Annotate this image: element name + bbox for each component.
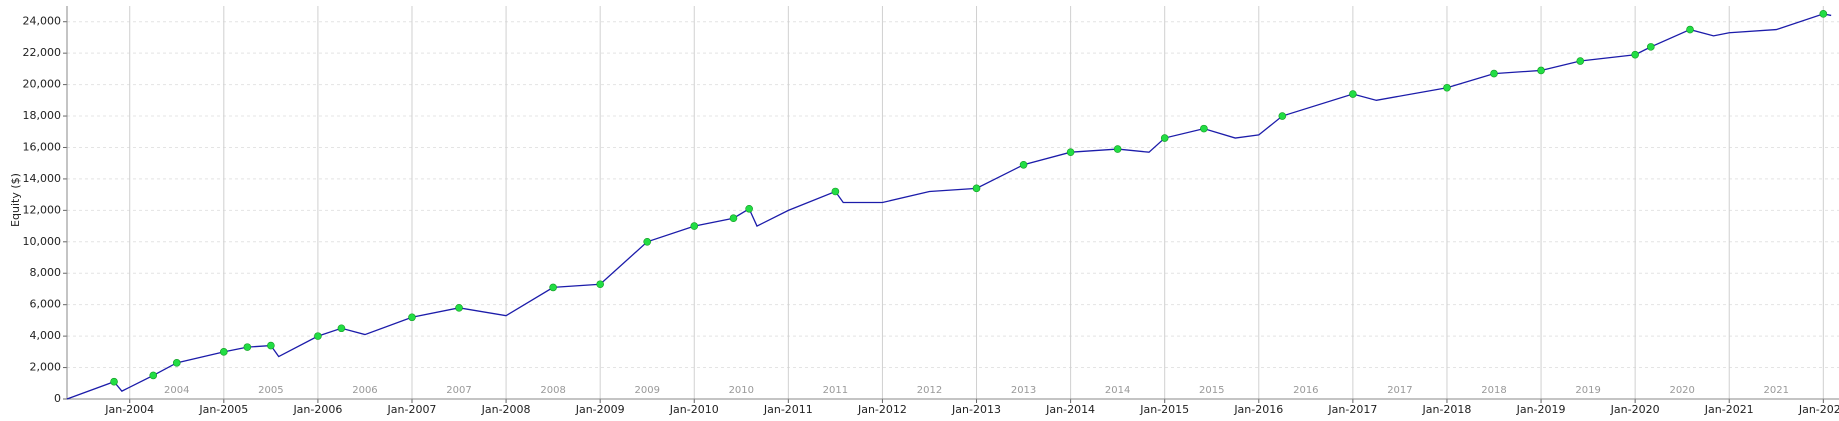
year-label: 2011 bbox=[823, 385, 848, 396]
new-high-marker bbox=[643, 238, 652, 246]
year-label: 2019 bbox=[1575, 385, 1600, 396]
year-label: 2005 bbox=[258, 385, 283, 396]
new-high-marker bbox=[1160, 134, 1169, 142]
y-tick-label: 24,000 bbox=[23, 15, 62, 28]
y-tick-label: 14,000 bbox=[23, 172, 62, 185]
x-tick-label: Jan-2008 bbox=[481, 403, 531, 416]
x-tick-label: Jan-2012 bbox=[857, 403, 907, 416]
y-tick-label: 22,000 bbox=[23, 46, 62, 59]
x-tick-label: Jan-2011 bbox=[763, 403, 813, 416]
x-tick-label: Jan-2020 bbox=[1610, 403, 1660, 416]
year-label: 2016 bbox=[1293, 385, 1318, 396]
new-high-marker bbox=[408, 313, 416, 322]
y-tick-label: 0 bbox=[54, 392, 61, 405]
x-tick-label: Jan-2006 bbox=[292, 403, 342, 416]
year-label: 2020 bbox=[1669, 385, 1694, 396]
year-label: 2018 bbox=[1481, 385, 1506, 396]
x-tick-label: Jan-2021 bbox=[1704, 403, 1754, 416]
x-tick-label: Jan-2005 bbox=[198, 403, 248, 416]
new-high-marker bbox=[745, 204, 753, 213]
year-label: 2017 bbox=[1387, 385, 1412, 396]
new-high-marker bbox=[1278, 112, 1287, 120]
x-tick-label: Jan-2016 bbox=[1233, 403, 1283, 416]
new-high-marker bbox=[729, 214, 738, 223]
new-high-marker bbox=[1019, 160, 1028, 169]
new-high-marker bbox=[596, 280, 604, 289]
year-label: 2004 bbox=[164, 385, 189, 396]
new-high-marker bbox=[1066, 148, 1075, 156]
new-high-marker bbox=[549, 283, 557, 292]
y-tick-label: 16,000 bbox=[23, 140, 62, 153]
year-label: 2013 bbox=[1011, 385, 1036, 396]
y-axis-title: Equity ($) bbox=[9, 173, 22, 227]
x-tick-label: Jan-2010 bbox=[669, 403, 719, 416]
x-tick-label: Jan-2014 bbox=[1045, 403, 1095, 416]
new-high-marker bbox=[243, 343, 252, 351]
equity-line bbox=[66, 13, 1832, 400]
new-high-marker bbox=[690, 222, 699, 230]
new-high-marker bbox=[1647, 43, 1655, 51]
new-high-marker bbox=[110, 377, 118, 386]
y-tick-label: 8,000 bbox=[30, 266, 62, 279]
new-high-marker bbox=[1200, 124, 1208, 133]
y-tick-label: 12,000 bbox=[23, 203, 62, 216]
new-high-marker bbox=[831, 187, 840, 196]
new-high-marker bbox=[1490, 69, 1498, 78]
new-high-marker bbox=[149, 371, 158, 380]
year-label: 2007 bbox=[446, 385, 471, 396]
x-tick-label: Jan-2019 bbox=[1516, 403, 1566, 416]
year-label: 2009 bbox=[634, 385, 659, 396]
year-label: 2006 bbox=[352, 385, 377, 396]
y-tick-label: 18,000 bbox=[23, 109, 62, 122]
year-label: 2008 bbox=[540, 385, 565, 396]
new-high-marker bbox=[1349, 90, 1357, 98]
x-tick-label: Jan-2018 bbox=[1422, 403, 1472, 416]
new-high-marker bbox=[972, 184, 981, 193]
y-tick-label: 20,000 bbox=[23, 78, 62, 91]
year-label: 2012 bbox=[917, 385, 942, 396]
year-label: 2015 bbox=[1199, 385, 1224, 396]
new-high-marker bbox=[172, 359, 181, 367]
year-label: 2021 bbox=[1764, 385, 1789, 396]
y-tick-label: 6,000 bbox=[30, 298, 62, 311]
new-high-marker bbox=[1686, 25, 1694, 34]
new-high-marker bbox=[1576, 57, 1585, 65]
new-high-marker bbox=[1537, 66, 1545, 75]
year-label: 2014 bbox=[1105, 385, 1130, 396]
y-tick-label: 2,000 bbox=[30, 361, 62, 374]
x-tick-label: Jan-2013 bbox=[951, 403, 1001, 416]
x-tick-label: Jan-2004 bbox=[104, 403, 154, 416]
new-high-marker bbox=[220, 348, 228, 356]
new-high-marker bbox=[1443, 83, 1451, 92]
new-high-marker bbox=[314, 332, 322, 340]
new-high-marker bbox=[1819, 10, 1828, 18]
x-tick-label: Jan-2009 bbox=[575, 403, 625, 416]
new-high-marker bbox=[337, 324, 346, 333]
y-tick-label: 10,000 bbox=[23, 235, 62, 248]
new-high-marker bbox=[1113, 145, 1122, 153]
x-tick-label: Jan-2015 bbox=[1139, 403, 1189, 416]
year-label: 2010 bbox=[729, 385, 754, 396]
new-high-marker bbox=[1631, 50, 1639, 59]
x-tick-label: Jan-2007 bbox=[387, 403, 437, 416]
new-high-marker bbox=[267, 341, 275, 350]
new-high-marker bbox=[455, 304, 463, 312]
y-tick-label: 4,000 bbox=[30, 329, 62, 342]
x-tick-label: Jan-2017 bbox=[1327, 403, 1377, 416]
